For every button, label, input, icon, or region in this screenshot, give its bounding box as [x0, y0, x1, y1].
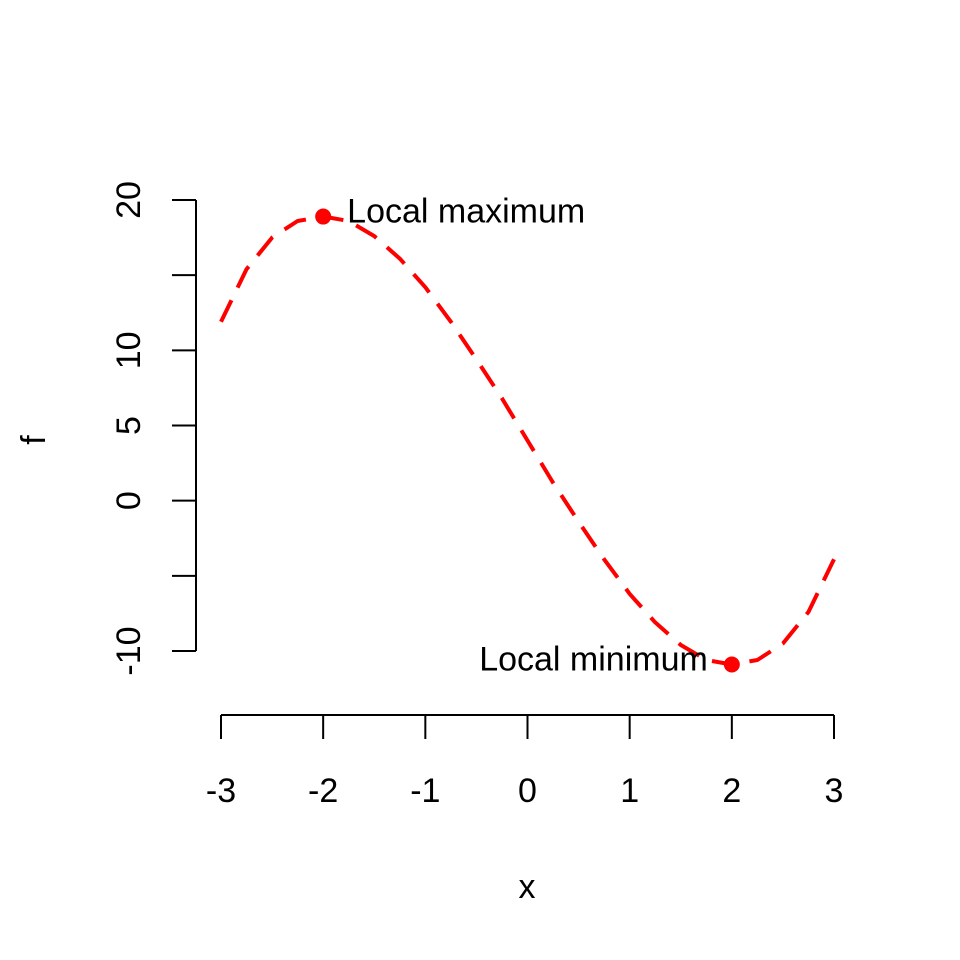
x-tick-label: 0 — [518, 772, 537, 810]
y-tick-label: 0 — [110, 491, 148, 510]
y-axis: -10 0 5 10 20 — [110, 181, 197, 676]
extremum-point — [723, 656, 740, 673]
series-layer — [219, 214, 836, 667]
x-tick-label: -1 — [410, 772, 440, 810]
point-annotation: Local maximum — [347, 193, 585, 231]
x-axis-title: x — [519, 868, 536, 906]
y-tick-label: -10 — [110, 626, 148, 675]
y-tick-label: 20 — [110, 181, 148, 219]
points-layer: Local maximum Local minimum — [315, 193, 740, 679]
series-line — [219, 214, 836, 667]
x-tick-label: 3 — [825, 772, 844, 810]
y-tick-label: 10 — [110, 331, 148, 369]
x-tick-label: -2 — [308, 772, 338, 810]
y-axis-title: f — [15, 435, 53, 445]
y-tick-label: 5 — [110, 416, 148, 435]
x-tick-label: 2 — [722, 772, 741, 810]
x-tick-label: -3 — [206, 772, 236, 810]
x-axis: -3 -2 -1 0 1 2 3 — [206, 714, 844, 810]
point-annotation: Local minimum — [479, 641, 708, 679]
x-tick-label: 1 — [620, 772, 639, 810]
extremum-point — [315, 208, 332, 225]
